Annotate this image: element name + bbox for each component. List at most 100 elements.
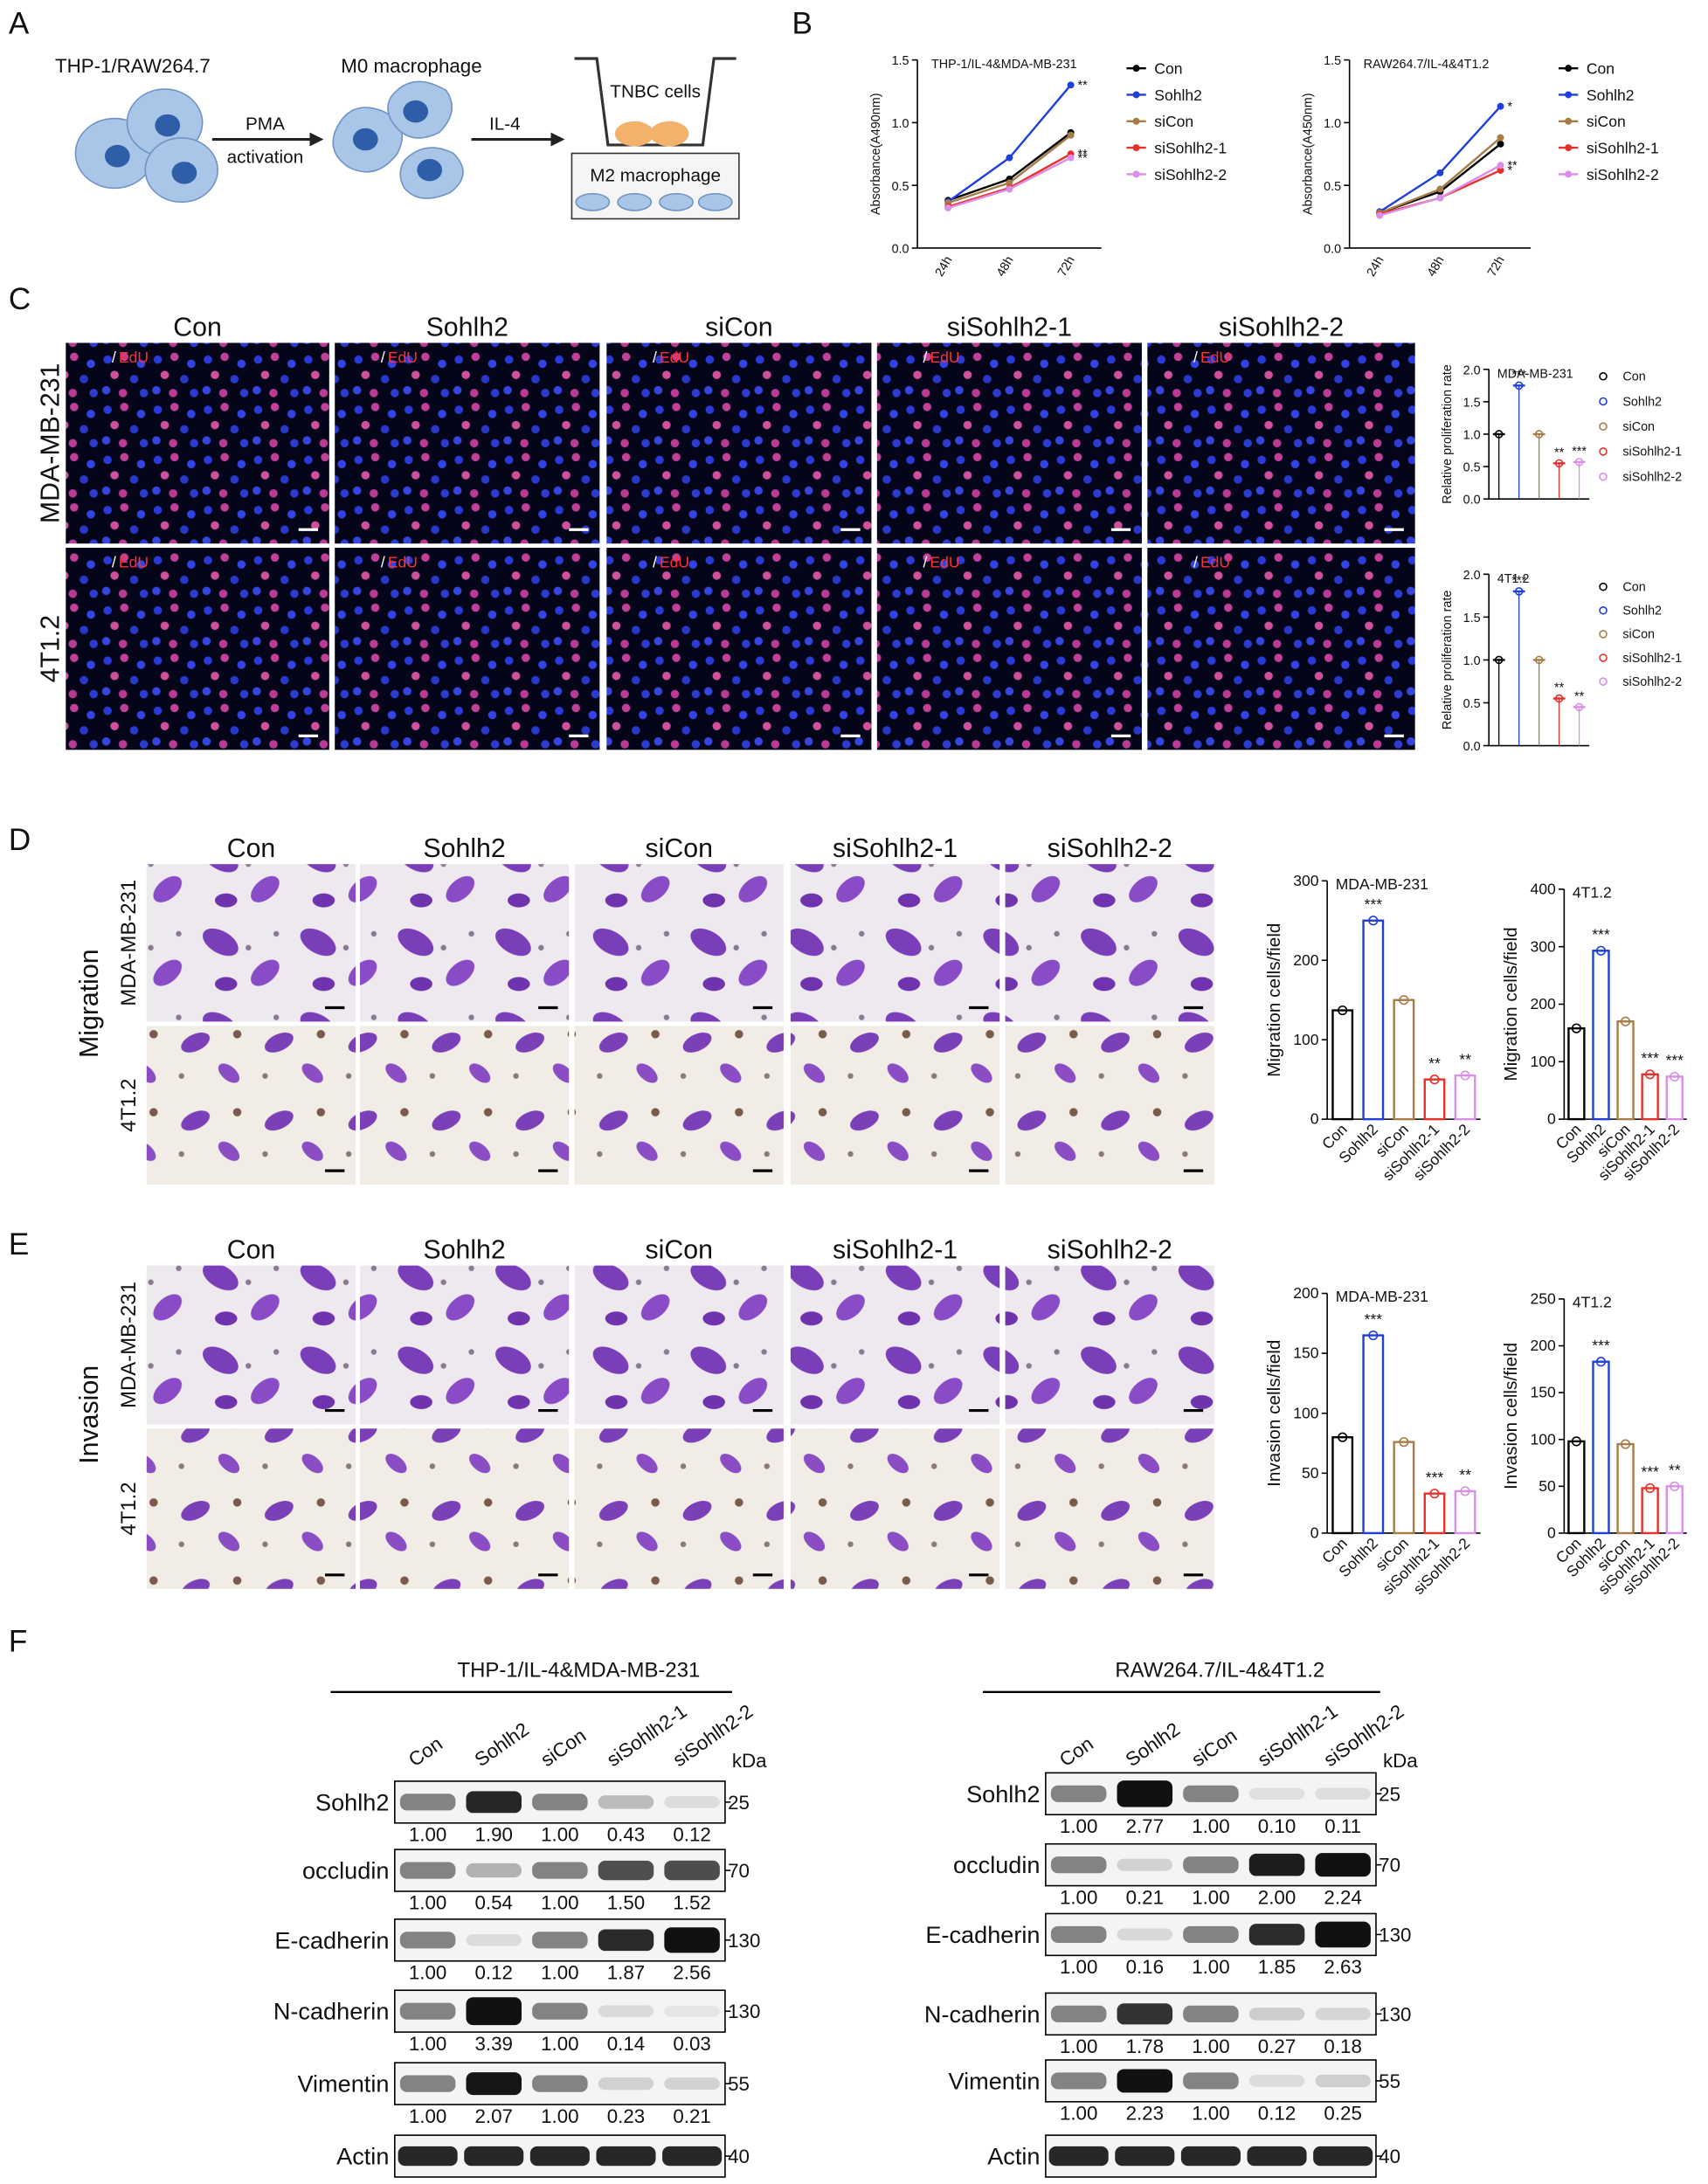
- bar: [1592, 1360, 1610, 1535]
- band: [1315, 1853, 1371, 1877]
- significance: **: [1078, 79, 1089, 93]
- band: [1183, 2005, 1239, 2022]
- significance: ***: [1641, 1049, 1659, 1067]
- column-header: Con: [227, 1236, 276, 1265]
- x-tick-label: 48h: [1425, 254, 1448, 280]
- band: [1050, 1856, 1107, 1874]
- band: [1248, 1787, 1305, 1800]
- ratio-label: 1.00: [1060, 1956, 1097, 1978]
- band: [466, 1997, 522, 2026]
- column-header: Sohlh2: [423, 834, 505, 863]
- band: [1050, 1925, 1107, 1943]
- band: [1313, 2146, 1373, 2167]
- band: [1115, 2146, 1175, 2167]
- micrograph: [359, 1026, 570, 1185]
- protein-label: Sohlh2: [315, 1788, 389, 1815]
- band: [598, 1860, 654, 1881]
- band: [598, 1929, 654, 1952]
- band: [664, 1860, 720, 1881]
- protein-label: Vimentin: [297, 2070, 389, 2098]
- protein-label: Actin: [987, 2143, 1040, 2170]
- ratio-label: 2.56: [673, 1961, 710, 1983]
- bar: [1331, 1435, 1354, 1535]
- ratio-label: 1.00: [541, 1892, 578, 1914]
- micrograph: [574, 1265, 784, 1425]
- y-tick-label: 300: [1293, 872, 1319, 889]
- significance: ***: [1426, 1469, 1444, 1486]
- micrograph: [876, 342, 1142, 544]
- protein-label: Vimentin: [949, 2068, 1041, 2095]
- kda-label: 25: [728, 1792, 750, 1814]
- band: [1050, 1785, 1107, 1802]
- ratio-label: 0.12: [673, 1824, 710, 1846]
- band: [466, 2072, 522, 2096]
- y-tick-label: 100: [1531, 1053, 1557, 1070]
- y-tick-label: 0.5: [1463, 461, 1481, 475]
- panel-label: C: [9, 282, 31, 316]
- assay-label: Migration: [75, 949, 104, 1058]
- protein-label: Sohlh2: [966, 1780, 1040, 1807]
- row-label: 4T1.2: [117, 1079, 141, 1132]
- y-tick-label: 1.0: [892, 117, 909, 131]
- ratio-label: 1.00: [541, 2105, 578, 2127]
- micrograph: [146, 1026, 356, 1185]
- y-tick-label: 0.5: [1463, 697, 1481, 711]
- band: [598, 2005, 654, 2017]
- ratio-label: 0.18: [1324, 2035, 1361, 2057]
- y-tick-label: 0: [1310, 1110, 1319, 1128]
- chart-title: THP-1/IL-4&MDA-MB-231: [931, 58, 1077, 72]
- band: [529, 2146, 590, 2167]
- column-header: siSohlh2-1: [833, 834, 958, 863]
- x-tick-label: 48h: [994, 254, 1017, 280]
- significance: *: [1507, 100, 1512, 114]
- x-tick-label: 24h: [1365, 254, 1387, 280]
- y-axis-label: Invasion cells/field: [1501, 1343, 1521, 1489]
- micrograph: [574, 1026, 784, 1185]
- panel-label: E: [9, 1227, 29, 1261]
- ratio-label: 1.85: [1258, 1956, 1296, 1978]
- y-tick-label: 200: [1293, 1284, 1319, 1302]
- stain-label: EdU: [930, 553, 959, 570]
- band: [598, 2077, 654, 2091]
- y-axis-label: Absorbance(A450nm): [1302, 93, 1316, 216]
- legend-swatch: [1565, 91, 1573, 99]
- ratio-label: 1.00: [541, 2033, 578, 2055]
- stain-label: EdU: [930, 349, 959, 366]
- data-point: [1368, 916, 1379, 926]
- y-tick-label: 0.0: [1463, 740, 1481, 754]
- data-point: [1338, 1432, 1348, 1442]
- stain-label: EdU: [1200, 553, 1230, 570]
- row-label: 4T1.2: [36, 615, 65, 682]
- bar: [1423, 1078, 1446, 1121]
- significance: **: [1554, 681, 1565, 695]
- data-point: [1595, 1357, 1607, 1367]
- chart-title: MDA-MB-231: [1336, 1288, 1428, 1305]
- band: [1048, 2146, 1109, 2167]
- bar: [1616, 1020, 1635, 1121]
- legend-swatch: [1132, 170, 1140, 178]
- legend-swatch: [1599, 447, 1608, 456]
- y-tick-label: 50: [1539, 1477, 1556, 1495]
- data-point: [1067, 131, 1075, 139]
- micrograph: [790, 1026, 1000, 1185]
- lane-label: Con: [1055, 1732, 1097, 1771]
- legend-label: siSohlh2-1: [1154, 139, 1227, 156]
- column-header: siSohlh2-1: [833, 1236, 958, 1265]
- significance: ***: [1365, 1310, 1383, 1328]
- x-tick-label: 24h: [933, 254, 956, 280]
- kda-label: 55: [1379, 2070, 1400, 2092]
- micrograph: [66, 547, 329, 750]
- micrograph: [1147, 342, 1415, 544]
- column-header: siSohlh2-2: [1219, 313, 1344, 342]
- data-point: [1514, 381, 1524, 390]
- kda-label: 130: [728, 1930, 760, 1952]
- y-tick-label: 200: [1293, 951, 1319, 969]
- y-tick-label: 0: [1310, 1524, 1319, 1542]
- ratio-label: 0.27: [1258, 2035, 1296, 2057]
- y-axis-label: Migration cells/field: [1264, 923, 1284, 1077]
- micrograph: [790, 1265, 1000, 1425]
- y-tick-label: 0: [1547, 1110, 1556, 1128]
- micrograph: [146, 1265, 356, 1425]
- data-point: [1368, 1330, 1379, 1341]
